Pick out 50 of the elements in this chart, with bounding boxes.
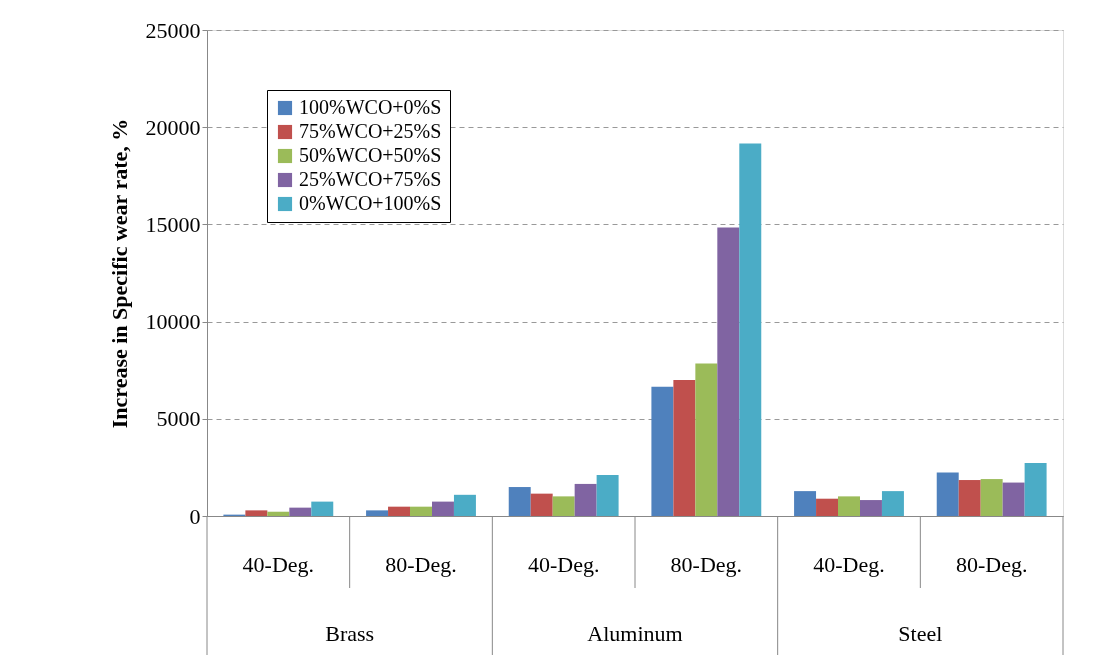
bar xyxy=(739,143,762,516)
y-tick-label: 25000 xyxy=(145,17,201,43)
y-tick-label: 0 xyxy=(189,503,201,529)
text: Steel xyxy=(898,621,943,646)
bar xyxy=(794,491,817,516)
bar xyxy=(717,227,740,516)
bar xyxy=(596,474,619,516)
bar xyxy=(695,363,718,516)
bar xyxy=(552,496,575,516)
bar xyxy=(980,479,1003,516)
bar xyxy=(936,472,959,516)
bar xyxy=(410,506,432,516)
legend-label: 75%WCO+25%S xyxy=(299,120,442,142)
bar xyxy=(838,496,860,516)
bar xyxy=(881,491,904,516)
y-axis-title: Increase in Specific wear rate, % xyxy=(106,118,132,429)
y-tick-label: 15000 xyxy=(145,211,201,237)
y-tick-label: 10000 xyxy=(145,309,201,335)
x-tick-label: 40-Deg. xyxy=(242,552,315,577)
bar xyxy=(1024,463,1047,516)
bar xyxy=(859,500,882,516)
bar xyxy=(574,483,597,516)
bar xyxy=(431,501,454,516)
bar xyxy=(388,506,411,516)
x-tick-label: 80-Deg. xyxy=(670,552,743,577)
bar xyxy=(651,386,674,516)
bar xyxy=(245,510,268,516)
y-tick-label: 5000 xyxy=(156,406,201,432)
bar xyxy=(508,487,531,516)
bar xyxy=(958,480,981,516)
bar xyxy=(267,511,290,516)
legend-label: 0%WCO+100%S xyxy=(299,192,442,214)
bar xyxy=(366,510,389,516)
legend-label: 25%WCO+75%S xyxy=(299,168,442,190)
text: Aluminum xyxy=(587,621,683,646)
bar xyxy=(673,380,696,516)
text: Brass xyxy=(325,621,375,646)
legend-label: 50%WCO+50%S xyxy=(299,144,442,166)
x-tick-label: 80-Deg. xyxy=(955,552,1028,577)
bar xyxy=(1002,482,1025,516)
bar xyxy=(816,498,839,516)
bar xyxy=(530,493,553,516)
bar xyxy=(311,501,334,516)
x-tick-label: 40-Deg. xyxy=(813,552,885,577)
bar xyxy=(289,507,312,516)
x-tick-label: 80-Deg. xyxy=(385,552,457,577)
bar xyxy=(453,494,476,516)
legend-label: 100%WCO+0%S xyxy=(299,96,442,118)
x-tick-label: 40-Deg. xyxy=(527,552,600,577)
y-tick-label: 20000 xyxy=(145,114,201,140)
